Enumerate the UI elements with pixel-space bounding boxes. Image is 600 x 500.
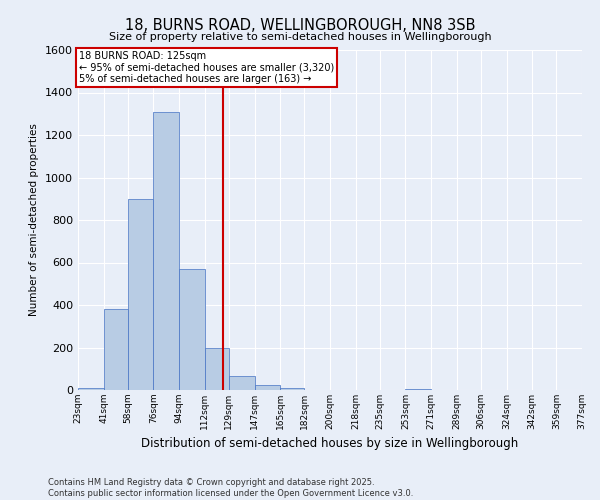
Bar [104, 309, 128, 390]
Text: 18, BURNS ROAD, WELLINGBOROUGH, NN8 3SB: 18, BURNS ROAD, WELLINGBOROUGH, NN8 3SB [125, 18, 475, 32]
Text: 18 BURNS ROAD: 125sqm
← 95% of semi-detached houses are smaller (3,320)
5% of se: 18 BURNS ROAD: 125sqm ← 95% of semi-deta… [79, 51, 334, 84]
Bar [229, 376, 254, 390]
Text: Contains HM Land Registry data © Crown copyright and database right 2025.
Contai: Contains HM Land Registry data © Crown c… [48, 478, 413, 498]
Bar [280, 388, 304, 390]
Bar [205, 348, 229, 390]
Bar [154, 112, 179, 390]
Bar [406, 389, 431, 390]
Text: Size of property relative to semi-detached houses in Wellingborough: Size of property relative to semi-detach… [109, 32, 491, 42]
Y-axis label: Number of semi-detached properties: Number of semi-detached properties [29, 124, 40, 316]
X-axis label: Distribution of semi-detached houses by size in Wellingborough: Distribution of semi-detached houses by … [142, 438, 518, 450]
Bar [254, 384, 280, 390]
Bar [179, 269, 205, 390]
Bar [128, 198, 154, 390]
Bar [78, 388, 104, 390]
